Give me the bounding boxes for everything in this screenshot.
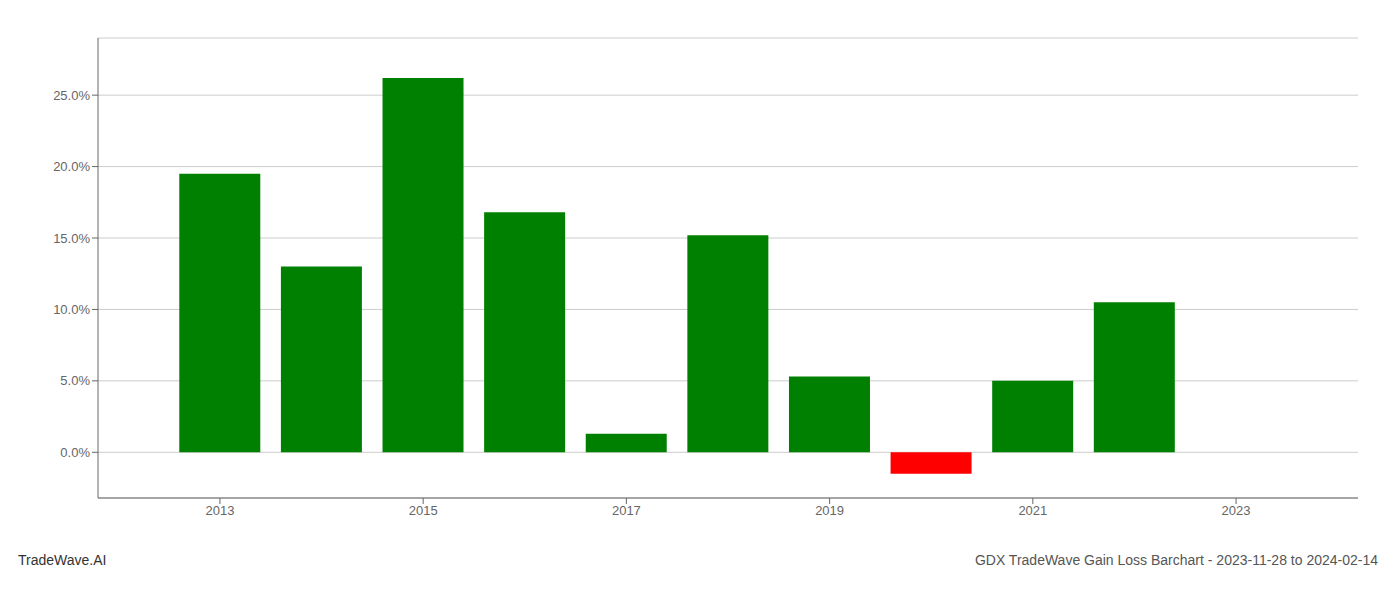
svg-text:20.0%: 20.0% — [53, 159, 90, 174]
svg-text:2017: 2017 — [612, 503, 641, 518]
svg-text:10.0%: 10.0% — [53, 302, 90, 317]
svg-text:5.0%: 5.0% — [60, 373, 90, 388]
svg-text:2021: 2021 — [1018, 503, 1047, 518]
svg-text:2013: 2013 — [205, 503, 234, 518]
svg-text:2023: 2023 — [1222, 503, 1251, 518]
html-text:GDX TradeWave Gain Loss Barcha: GDX TradeWave Gain Loss Barchart - 2023-… — [974, 552, 1378, 568]
html-text:TradeWave.AI: TradeWave.AI — [18, 552, 107, 568]
svg-text:0.0%: 0.0% — [60, 445, 90, 460]
svg-text:2015: 2015 — [409, 503, 438, 518]
svg-text:15.0%: 15.0% — [53, 231, 90, 246]
svg-text:25.0%: 25.0% — [53, 88, 90, 103]
svg-text:2019: 2019 — [815, 503, 844, 518]
